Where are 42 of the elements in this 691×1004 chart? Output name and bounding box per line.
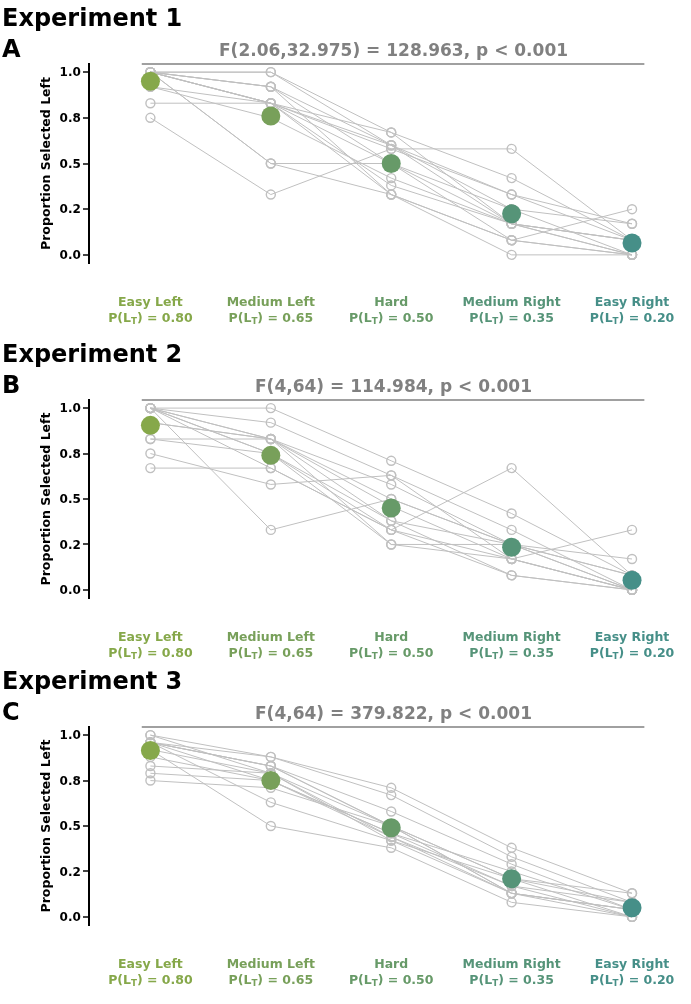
x-tick-label: Hard P(L$_{T}$) = 0.50 xyxy=(348,628,434,662)
x-tick-label: Easy Right P(L$_{T}$) = 0.20 xyxy=(589,293,675,327)
y-axis-title: Proportion Selected Left xyxy=(38,412,54,586)
y-tick-label: 0.8 xyxy=(59,111,81,126)
x-tick-label: Easy Left P(L$_{T}$) = 0.80 xyxy=(108,955,193,989)
text: F(4,64) = 114.984, p < 0.001 xyxy=(255,376,533,396)
x-tick-label: Hard P(L$_{T}$) = 0.50 xyxy=(348,293,434,327)
x-tick-label: Easy Left P(L$_{T}$) = 0.80 xyxy=(108,628,193,662)
x-tick-label: Medium Right P(L$_{T}$) = 0.35 xyxy=(462,628,561,662)
x-tick-label: Medium Right P(L$_{T}$) = 0.35 xyxy=(462,293,561,327)
chart-title: Experiment 1 xyxy=(2,4,183,32)
y-tick-label: 1.0 xyxy=(59,728,81,743)
y-tick-label: 0.5 xyxy=(59,492,81,507)
text: F(2.06,32.975) = 128.963, p < 0.001 xyxy=(219,40,569,60)
y-axis-title: Proportion Selected Left xyxy=(38,739,54,913)
x-tick-label: Medium Right P(L$_{T}$) = 0.35 xyxy=(462,955,561,989)
x-tick-label: Easy Right P(L$_{T}$) = 0.20 xyxy=(589,628,675,662)
text: B xyxy=(2,371,21,399)
y-tick-label: 0.2 xyxy=(59,202,81,217)
x-tick-label: Easy Right P(L$_{T}$) = 0.20 xyxy=(589,955,675,989)
text: A xyxy=(2,35,21,63)
y-tick-label: 1.0 xyxy=(59,401,81,416)
chart-title: Experiment 3 xyxy=(2,667,183,695)
chart-title: Experiment 2 xyxy=(2,340,183,368)
x-tick-label: Medium Left P(L$_{T}$) = 0.65 xyxy=(226,293,315,327)
text: C xyxy=(2,698,20,726)
y-tick-label: 0.5 xyxy=(59,819,81,834)
text: F(4,64) = 379.822, p < 0.001 xyxy=(255,703,533,723)
y-tick-label: 0.2 xyxy=(59,537,81,552)
y-tick-label: 1.0 xyxy=(59,65,81,80)
y-tick-label: 0.0 xyxy=(59,910,81,925)
x-tick-label: Medium Left P(L$_{T}$) = 0.65 xyxy=(226,628,315,662)
y-tick-label: 0.0 xyxy=(59,583,81,598)
y-tick-label: 0.8 xyxy=(59,446,81,461)
y-tick-label: 0.5 xyxy=(59,156,81,171)
y-axis-title: Proportion Selected Left xyxy=(38,76,54,250)
y-tick-label: 0.0 xyxy=(59,248,81,263)
x-tick-label: Medium Left P(L$_{T}$) = 0.65 xyxy=(226,955,315,989)
y-tick-label: 0.2 xyxy=(59,864,81,879)
x-tick-label: Hard P(L$_{T}$) = 0.50 xyxy=(348,955,434,989)
x-tick-label: Easy Left P(L$_{T}$) = 0.80 xyxy=(108,293,193,327)
y-tick-label: 0.8 xyxy=(59,773,81,788)
